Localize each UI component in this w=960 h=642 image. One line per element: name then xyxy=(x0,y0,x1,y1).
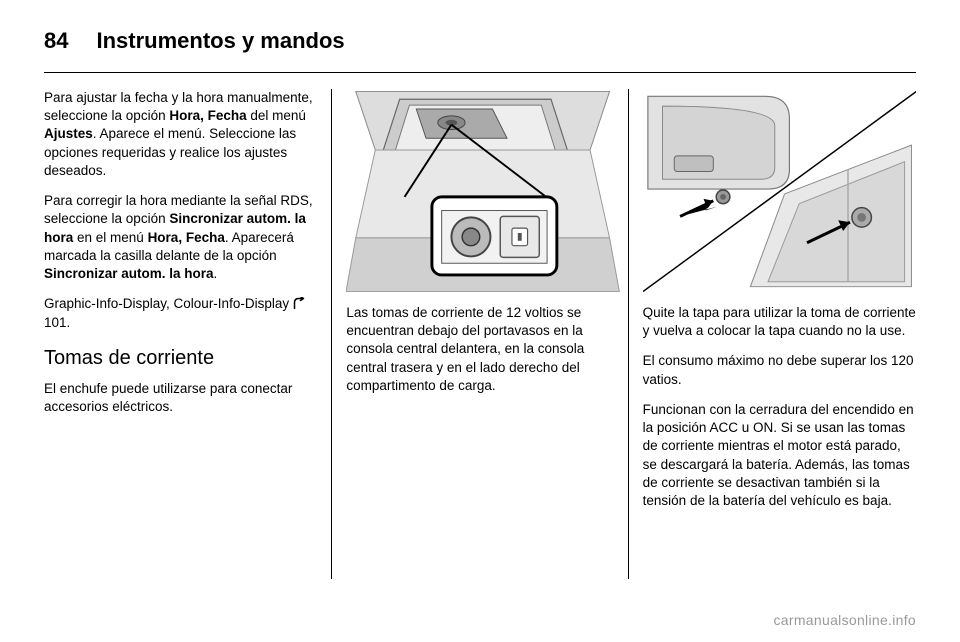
page-number: 84 xyxy=(44,28,68,54)
para-lid: Quite la tapa para utilizar la toma de c… xyxy=(643,304,916,340)
para-max-power: El consumo máximo no debe superar los 12… xyxy=(643,352,916,388)
page-title: Instrumentos y mandos xyxy=(96,28,344,54)
text: en el menú xyxy=(73,230,147,245)
figure-caption-console: Las tomas de corriente de 12 voltios se … xyxy=(346,304,619,395)
header-rule xyxy=(44,72,916,73)
para-ignition: Funcionan con la cerradura del en­cendid… xyxy=(643,401,916,510)
text-bold: Ajustes xyxy=(44,126,93,141)
figure-console-socket xyxy=(346,89,619,294)
para-time-manual: Para ajustar la fecha y la hora ma­nualm… xyxy=(44,89,317,180)
content-columns: Para ajustar la fecha y la hora ma­nualm… xyxy=(44,89,916,579)
text: 101. xyxy=(44,315,70,330)
text: del menú xyxy=(247,108,306,123)
page-ref-icon xyxy=(293,296,305,314)
text-bold: Sincronizar autom. la hora xyxy=(44,266,214,281)
section-heading-outlets: Tomas de corriente xyxy=(44,345,317,372)
footer-watermark: carmanualsonline.info xyxy=(774,612,917,628)
text-bold: Hora, Fecha xyxy=(169,108,246,123)
text-bold: Hora, Fecha xyxy=(148,230,225,245)
text: . xyxy=(214,266,218,281)
para-display-ref: Graphic-Info-Display, Colour-Info-Displa… xyxy=(44,295,317,332)
para-outlet-intro: El enchufe puede utilizarse para co­nect… xyxy=(44,380,317,416)
figure-cargo-socket xyxy=(643,89,916,294)
column-1: Para ajustar la fecha y la hora ma­nualm… xyxy=(44,89,331,579)
para-rds: Para corregir la hora mediante la se­ñal… xyxy=(44,192,317,283)
column-2: Las tomas de corriente de 12 voltios se … xyxy=(331,89,627,579)
column-3: Quite la tapa para utilizar la toma de c… xyxy=(628,89,916,579)
text: Graphic-Info-Display, Colour-Info-Displa… xyxy=(44,296,293,311)
